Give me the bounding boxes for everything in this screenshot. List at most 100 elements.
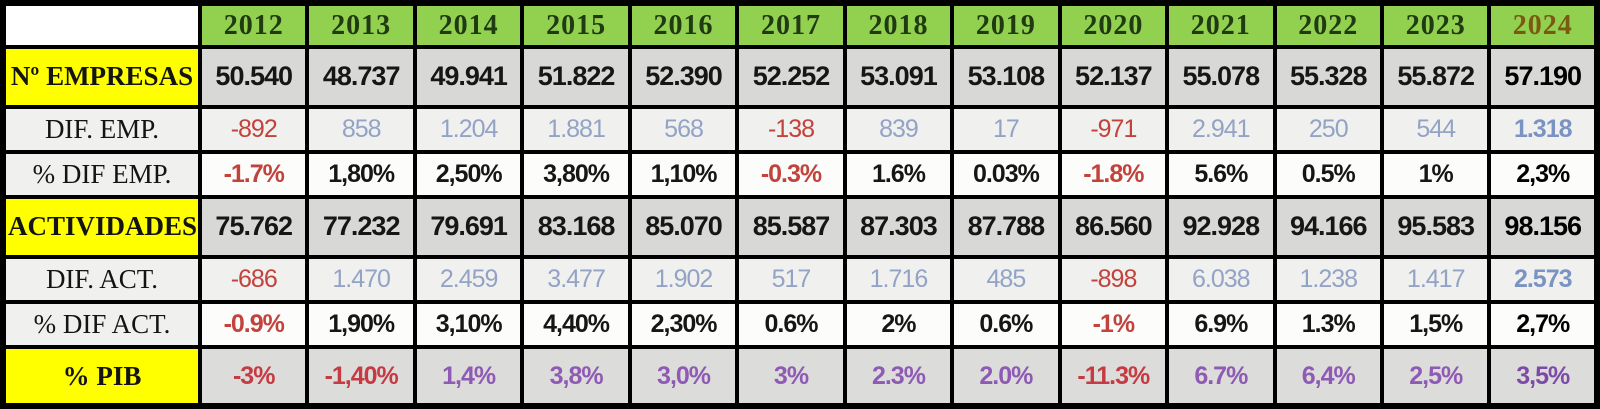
cell-empresas-2021: 55.078 <box>1165 45 1277 109</box>
cell-actividades-2017: 85.587 <box>735 195 847 259</box>
cell-dif-act-2018: 1.716 <box>842 254 955 305</box>
cell-dif-act-2022: 1.238 <box>1272 254 1384 305</box>
cell-pib-2024: 3,5% <box>1487 345 1599 408</box>
row-label-actividades: ACTIVIDADES <box>1 195 202 259</box>
cell-dif-act-2019: 485 <box>950 254 1062 305</box>
cell-pct-dif-act-2019: 0.6% <box>950 300 1062 350</box>
cell-dif-emp-2016: 568 <box>627 104 740 154</box>
cell-empresas-2014: 49.941 <box>412 45 525 109</box>
cell-pct-dif-emp-2022: 0.5% <box>1272 149 1384 200</box>
table-body: Nº EMPRESAS 50.540 48.737 49.941 51.822 52.39… <box>1 45 1599 408</box>
cell-pib-2021: 6.7% <box>1165 345 1277 408</box>
cell-pct-dif-act-2012: -0.9% <box>197 300 310 350</box>
cell-pib-2012: -3% <box>197 345 310 408</box>
cell-actividades-2022: 94.166 <box>1272 195 1384 259</box>
cell-pct-dif-act-2016: 2,30% <box>627 300 740 350</box>
cell-dif-act-2015: 3.477 <box>520 254 632 305</box>
year-header-2017: 2017 <box>735 1 847 49</box>
cell-pib-2014: 1,4% <box>412 345 525 408</box>
year-header-2023: 2023 <box>1379 1 1492 49</box>
cell-pct-dif-act-2023: 1,5% <box>1379 300 1492 350</box>
cell-pct-dif-emp-2018: 1.6% <box>842 149 955 200</box>
cell-dif-emp-2012: -892 <box>197 104 310 154</box>
cell-pib-2020: -11.3% <box>1057 345 1170 408</box>
cell-empresas-2013: 48.737 <box>305 45 417 109</box>
table-row-dif-emp: DIF. EMP. -892 858 1.204 1.881 568 -138 839 17 -9… <box>1 104 1599 154</box>
cell-actividades-2016: 85.070 <box>627 195 740 259</box>
cell-actividades-2023: 95.583 <box>1379 195 1492 259</box>
row-label-empresas: Nº EMPRESAS <box>1 45 202 109</box>
table-row-dif-act: DIF. ACT. -686 1.470 2.459 3.477 1.902 517 1.71… <box>1 254 1599 305</box>
cell-pct-dif-emp-2024: 2,3% <box>1487 149 1599 200</box>
cell-dif-act-2014: 2.459 <box>412 254 525 305</box>
year-header-2016: 2016 <box>627 1 740 49</box>
cell-pct-dif-emp-2013: 1,80% <box>305 149 417 200</box>
cell-dif-emp-2023: 544 <box>1379 104 1492 154</box>
cell-dif-act-2013: 1.470 <box>305 254 417 305</box>
cell-dif-act-2023: 1.417 <box>1379 254 1492 305</box>
year-header-2014: 2014 <box>412 1 525 49</box>
cell-dif-act-2017: 517 <box>735 254 847 305</box>
cell-empresas-2019: 53.108 <box>950 45 1062 109</box>
year-header-2024: 2024 <box>1487 1 1599 49</box>
cell-pct-dif-emp-2019: 0.03% <box>950 149 1062 200</box>
cell-dif-act-2012: -686 <box>197 254 310 305</box>
cell-pct-dif-act-2017: 0.6% <box>735 300 847 350</box>
year-header-2012: 2012 <box>197 1 310 49</box>
cell-pct-dif-act-2024: 2,7% <box>1487 300 1599 350</box>
cell-empresas-2022: 55.328 <box>1272 45 1384 109</box>
cell-dif-emp-2020: -971 <box>1057 104 1170 154</box>
cell-pct-dif-act-2021: 6.9% <box>1165 300 1277 350</box>
cell-pct-dif-act-2018: 2% <box>842 300 955 350</box>
cell-dif-act-2016: 1.902 <box>627 254 740 305</box>
cell-dif-emp-2014: 1.204 <box>412 104 525 154</box>
cell-actividades-2015: 83.168 <box>520 195 632 259</box>
cell-pct-dif-act-2014: 3,10% <box>412 300 525 350</box>
table-row-pct-dif-act: % DIF ACT. -0.9% 1,90% 3,10% 4,40% 2,30% 0.6% 2… <box>1 300 1599 350</box>
cell-actividades-2018: 87.303 <box>842 195 955 259</box>
cell-actividades-2021: 92.928 <box>1165 195 1277 259</box>
cell-dif-emp-2019: 17 <box>950 104 1062 154</box>
year-header-2022: 2022 <box>1272 1 1384 49</box>
header-row: 2012 2013 2014 2015 2016 2017 2018 2019 2020 2021… <box>1 1 1599 49</box>
cell-pib-2022: 6,4% <box>1272 345 1384 408</box>
cell-dif-act-2021: 6.038 <box>1165 254 1277 305</box>
table-header: 2012 2013 2014 2015 2016 2017 2018 2019 2020 2021… <box>1 1 1599 49</box>
table-row-empresas: Nº EMPRESAS 50.540 48.737 49.941 51.822 52.39… <box>1 45 1599 109</box>
cell-actividades-2020: 86.560 <box>1057 195 1170 259</box>
cell-pib-2019: 2.0% <box>950 345 1062 408</box>
cell-actividades-2024: 98.156 <box>1487 195 1599 259</box>
cell-pct-dif-emp-2014: 2,50% <box>412 149 525 200</box>
year-header-2015: 2015 <box>520 1 632 49</box>
row-label-dif-act: DIF. ACT. <box>1 254 202 305</box>
cell-actividades-2013: 77.232 <box>305 195 417 259</box>
cell-empresas-2023: 55.872 <box>1379 45 1492 109</box>
row-label-dif-emp: DIF. EMP. <box>1 104 202 154</box>
cell-pct-dif-act-2020: -1% <box>1057 300 1170 350</box>
cell-pct-dif-emp-2020: -1.8% <box>1057 149 1170 200</box>
cell-pib-2018: 2.3% <box>842 345 955 408</box>
cell-pib-2017: 3% <box>735 345 847 408</box>
cell-dif-emp-2017: -138 <box>735 104 847 154</box>
year-header-2018: 2018 <box>842 1 955 49</box>
cell-pct-dif-emp-2021: 5.6% <box>1165 149 1277 200</box>
cell-dif-emp-2022: 250 <box>1272 104 1384 154</box>
year-header-2020: 2020 <box>1057 1 1170 49</box>
cell-dif-emp-2015: 1.881 <box>520 104 632 154</box>
cell-pct-dif-emp-2015: 3,80% <box>520 149 632 200</box>
cell-actividades-2014: 79.691 <box>412 195 525 259</box>
row-label-pib: % PIB <box>1 345 202 408</box>
cell-actividades-2012: 75.762 <box>197 195 310 259</box>
table-row-pib: % PIB -3% -1,40% 1,4% 3,8% 3,0% 3% 2.3% 2.0% -11.… <box>1 345 1599 408</box>
cell-dif-act-2024: 2.573 <box>1487 254 1599 305</box>
cell-dif-emp-2013: 858 <box>305 104 417 154</box>
cell-empresas-2012: 50.540 <box>197 45 310 109</box>
table-row-pct-dif-emp: % DIF EMP. -1.7% 1,80% 2,50% 3,80% 1,10% -0.3%… <box>1 149 1599 200</box>
cell-pct-dif-emp-2016: 1,10% <box>627 149 740 200</box>
cell-pib-2015: 3,8% <box>520 345 632 408</box>
cell-pct-dif-act-2015: 4,40% <box>520 300 632 350</box>
cell-empresas-2018: 53.091 <box>842 45 955 109</box>
cell-dif-emp-2024: 1.318 <box>1487 104 1599 154</box>
cell-pct-dif-act-2022: 1.3% <box>1272 300 1384 350</box>
